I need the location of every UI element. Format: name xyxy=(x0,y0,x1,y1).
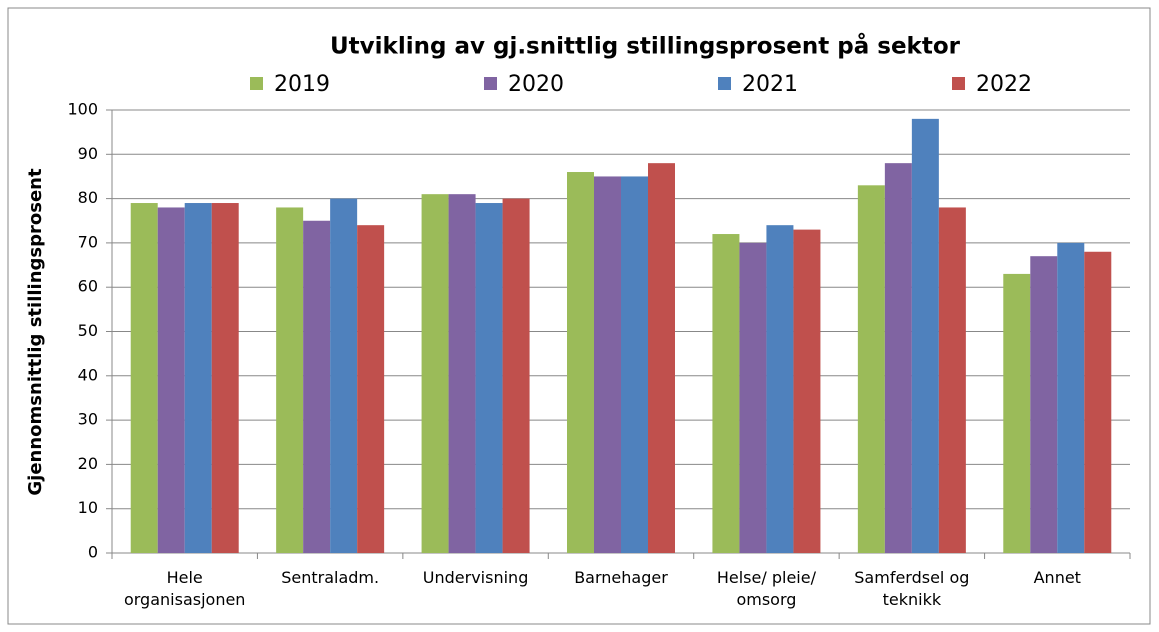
x-tick-label: Annet xyxy=(1033,568,1081,587)
bar xyxy=(330,198,358,553)
bar xyxy=(648,163,675,553)
legend-swatch xyxy=(484,77,497,90)
bar xyxy=(211,203,239,553)
bar xyxy=(739,242,767,553)
x-tick-label: Helse/ pleie/ omsorg xyxy=(716,568,816,609)
y-axis-label: Gjennomsnittlig stillingsprosent xyxy=(25,168,46,496)
x-tick-label: Samferdsel og teknikk xyxy=(854,568,970,609)
bar xyxy=(276,207,304,553)
bar xyxy=(1084,251,1112,553)
x-tick-label: Sentraladm. xyxy=(281,568,380,587)
bar xyxy=(357,225,385,553)
legend-label: 2019 xyxy=(274,72,330,97)
bar xyxy=(911,118,939,554)
bar xyxy=(157,207,185,553)
legend-label: 2022 xyxy=(976,72,1032,97)
x-tick-label: Hele organisasjonen xyxy=(123,568,246,609)
y-tick-label: 90 xyxy=(78,144,98,163)
y-tick-label: 40 xyxy=(78,365,98,384)
x-tick-label: Undervisning xyxy=(422,568,529,587)
bar xyxy=(857,185,885,553)
bar xyxy=(621,176,648,553)
bar xyxy=(567,172,594,553)
legend-swatch xyxy=(718,77,731,90)
bar xyxy=(475,203,503,553)
x-tick-label: Barnehager xyxy=(574,568,668,587)
y-tick-label: 70 xyxy=(78,232,98,251)
bar xyxy=(448,194,476,554)
legend-swatch xyxy=(952,77,965,90)
legend-label: 2021 xyxy=(742,72,798,97)
y-tick-label: 80 xyxy=(78,188,98,207)
bar xyxy=(938,207,966,553)
bar xyxy=(766,225,794,553)
bar xyxy=(421,194,449,554)
bar xyxy=(712,234,740,554)
bar xyxy=(594,176,621,553)
bar xyxy=(1057,242,1085,553)
bar xyxy=(884,163,912,553)
y-tick-label: 60 xyxy=(78,277,98,296)
y-tick-label: 0 xyxy=(88,543,98,562)
legend-swatch xyxy=(250,77,263,90)
y-tick-label: 30 xyxy=(78,410,98,429)
bar xyxy=(130,203,158,553)
y-tick-label: 20 xyxy=(78,454,98,473)
y-tick-label: 100 xyxy=(67,100,98,119)
bar xyxy=(502,198,530,553)
y-tick-label: 50 xyxy=(78,321,98,340)
bar xyxy=(1003,273,1031,553)
bar xyxy=(793,229,821,554)
chart-title: Utvikling av gj.snittlig stillingsprosen… xyxy=(330,33,961,60)
bar xyxy=(1030,256,1058,553)
bar xyxy=(184,203,212,553)
bar xyxy=(303,220,331,553)
y-tick-label: 10 xyxy=(78,498,98,517)
legend-label: 2020 xyxy=(508,72,564,97)
